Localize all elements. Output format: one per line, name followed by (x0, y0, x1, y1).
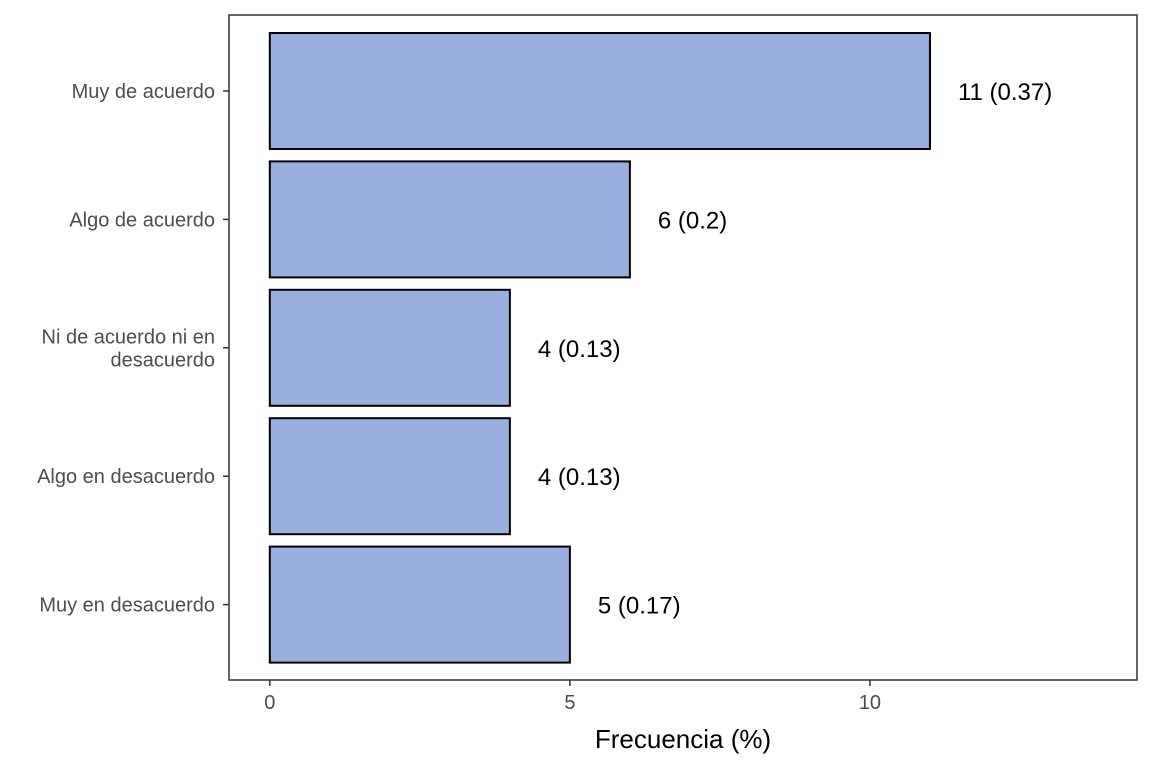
category-label: Algo de acuerdo (69, 209, 215, 231)
bars-group (268, 32, 931, 664)
bar (268, 417, 511, 536)
category-label: Ni de acuerdo ni en desacuerdo (42, 326, 215, 371)
y-axis: Muy de acuerdo Algo de acuerdo Ni de acuer… (37, 81, 229, 617)
bar (268, 545, 571, 664)
data-label: 4 (0.13) (538, 336, 621, 363)
x-axis-title: Frecuencia (%) (595, 724, 771, 754)
x-tick-label: 10 (859, 692, 881, 714)
category-label-line: desacuerdo (110, 349, 215, 371)
x-axis: 0 5 10 (264, 680, 881, 714)
category-label-line: Ni de acuerdo ni en (42, 326, 215, 348)
category-label: Muy de acuerdo (72, 81, 215, 103)
data-labels-group: 11 (0.37) 6 (0.2) 4 (0.13) 4 (0.13) 5 (0.17) (538, 79, 1052, 620)
data-label: 6 (0.2) (658, 207, 727, 234)
x-tick-label: 5 (564, 692, 575, 714)
category-label-line: Muy de acuerdo (72, 81, 215, 103)
category-label: Muy en desacuerdo (39, 595, 215, 617)
bar (268, 32, 931, 150)
data-label: 4 (0.13) (538, 464, 621, 491)
category-label-line: Algo en desacuerdo (37, 466, 215, 488)
category-label: Algo en desacuerdo (37, 466, 215, 488)
x-tick-label: 0 (264, 692, 275, 714)
data-label: 5 (0.17) (598, 593, 681, 620)
bar (268, 288, 511, 407)
category-label-line: Muy en desacuerdo (39, 595, 215, 617)
bar (268, 160, 631, 279)
category-label-line: Algo de acuerdo (69, 209, 215, 231)
data-label: 11 (0.37) (958, 79, 1052, 106)
